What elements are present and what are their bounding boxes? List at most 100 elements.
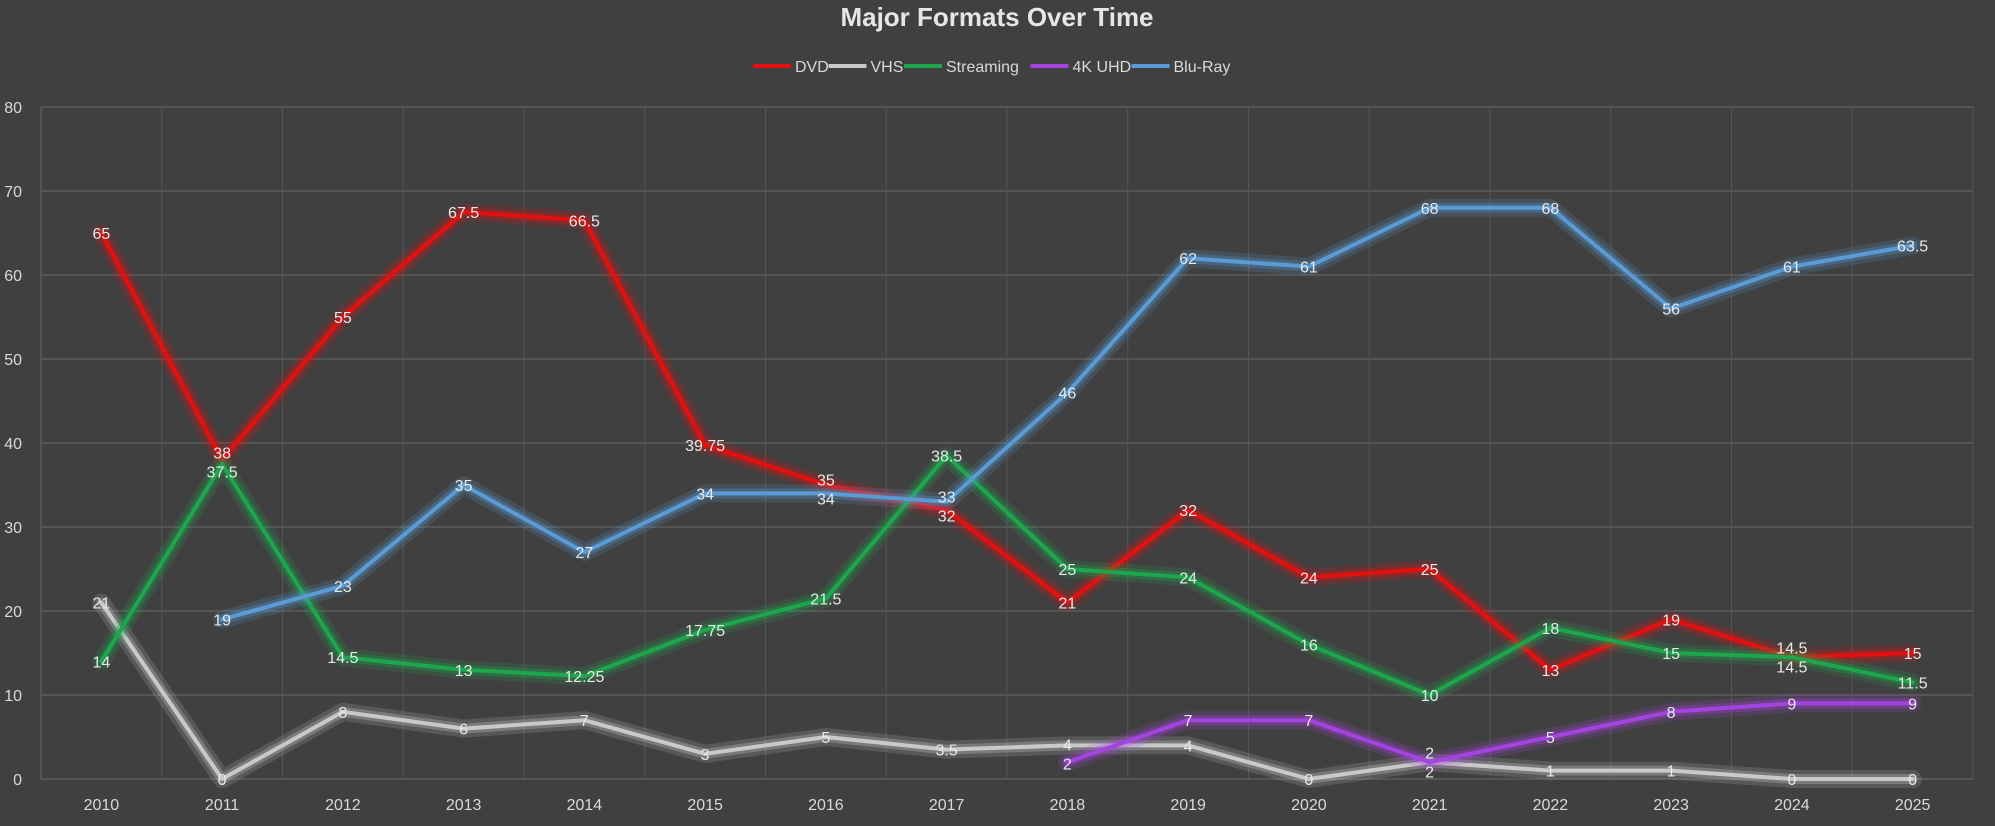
gridlines xyxy=(40,106,1974,780)
series-line-streaming xyxy=(99,453,1915,697)
data-label-vhs: 4 xyxy=(1063,737,1072,754)
x-tick-label: 2019 xyxy=(1170,797,1206,814)
data-label-dvd: 38 xyxy=(213,445,231,462)
data-label-vhs: 6 xyxy=(459,722,468,739)
data-label-dvd: 32 xyxy=(938,509,956,526)
data-label-vhs: 1 xyxy=(1546,764,1555,781)
data-label-dvd: 67.5 xyxy=(448,205,479,222)
legend-label: VHS xyxy=(871,59,904,76)
x-tick-label: 2025 xyxy=(1895,797,1931,814)
data-labels: 6521143837.5190552314.5867.53513666.5271… xyxy=(92,201,1928,789)
series-lines xyxy=(92,198,1922,788)
data-label-dvd: 35 xyxy=(817,473,835,490)
x-tick-label: 2022 xyxy=(1533,797,1569,814)
data-label-vhs: 0 xyxy=(218,772,227,789)
data-label-4k-uhd: 2 xyxy=(1063,756,1072,773)
data-label-blu-ray: 27 xyxy=(575,545,593,562)
data-label-dvd: 39.75 xyxy=(685,438,725,455)
x-tick-label: 2023 xyxy=(1653,797,1689,814)
data-label-vhs: 4 xyxy=(1184,738,1193,755)
legend-label: Blu-Ray xyxy=(1174,59,1231,76)
data-label-streaming: 25 xyxy=(1058,562,1076,579)
y-tick-label: 10 xyxy=(4,688,22,705)
legend-item-vhs: VHS xyxy=(828,59,904,76)
data-label-streaming: 11.5 xyxy=(1898,675,1928,692)
y-axis: 0 10 20 30 40 50 60 70 80 xyxy=(4,100,22,789)
data-label-blu-ray: 23 xyxy=(334,579,352,596)
series-line-blu-ray xyxy=(220,205,1915,622)
data-label-streaming: 12.25 xyxy=(564,669,604,686)
x-tick-label: 2024 xyxy=(1774,797,1810,814)
y-tick-label: 50 xyxy=(4,352,22,369)
legend-item-4k-uhd: 4K UHD xyxy=(1030,59,1131,76)
legend-item-dvd: DVD xyxy=(753,59,829,76)
data-label-streaming: 13 xyxy=(455,663,473,680)
y-tick-label: 30 xyxy=(4,520,22,537)
x-tick-label: 2010 xyxy=(84,797,120,814)
data-label-blu-ray: 62 xyxy=(1179,251,1197,268)
data-label-4k-uhd: 7 xyxy=(1304,713,1313,730)
legend-item-streaming: Streaming xyxy=(904,59,1019,76)
data-label-4k-uhd: 2 xyxy=(1425,765,1434,782)
data-label-4k-uhd: 5 xyxy=(1546,730,1555,747)
data-label-dvd: 55 xyxy=(334,310,352,327)
y-tick-label: 0 xyxy=(13,772,22,789)
legend-label: Streaming xyxy=(946,59,1019,76)
x-tick-label: 2013 xyxy=(446,797,482,814)
data-label-streaming: 21.5 xyxy=(810,591,841,608)
chart-title: Major Formats Over Time xyxy=(840,2,1153,32)
y-tick-label: 20 xyxy=(4,604,22,621)
data-label-blu-ray: 35 xyxy=(455,478,473,495)
legend-item-blu-ray: Blu-Ray xyxy=(1131,59,1231,76)
x-tick-label: 2021 xyxy=(1412,797,1448,814)
data-label-streaming: 15 xyxy=(1662,646,1680,663)
data-label-blu-ray: 61 xyxy=(1300,260,1318,277)
data-label-4k-uhd: 9 xyxy=(1908,696,1917,713)
series-line-dvd xyxy=(99,210,1915,672)
legend-label: DVD xyxy=(795,59,829,76)
x-tick-label: 2012 xyxy=(325,797,361,814)
data-label-blu-ray: 68 xyxy=(1421,201,1439,218)
data-label-dvd: 19 xyxy=(1662,612,1680,629)
data-label-vhs: 21 xyxy=(92,596,110,613)
data-label-vhs: 7 xyxy=(580,713,589,730)
x-tick-label: 2014 xyxy=(567,797,603,814)
data-label-vhs: 2 xyxy=(1425,746,1434,763)
data-label-dvd: 13 xyxy=(1541,663,1559,680)
y-tick-label: 70 xyxy=(4,184,22,201)
data-label-streaming: 10 xyxy=(1421,688,1439,705)
series-line-4k-uhd xyxy=(1065,701,1915,765)
y-tick-label: 40 xyxy=(4,436,22,453)
x-tick-label: 2011 xyxy=(205,797,240,814)
data-label-vhs: 8 xyxy=(338,705,347,722)
legend: DVD VHS Streaming 4K UHD Blu-Ray xyxy=(753,59,1230,76)
x-tick-label: 2016 xyxy=(808,797,844,814)
data-label-streaming: 37.5 xyxy=(207,464,238,481)
y-tick-label: 80 xyxy=(4,100,22,117)
data-label-dvd: 24 xyxy=(1300,570,1318,587)
data-label-dvd: 21 xyxy=(1058,596,1076,613)
data-label-blu-ray: 33 xyxy=(938,490,956,507)
data-label-streaming: 16 xyxy=(1300,638,1318,655)
data-label-streaming: 18 xyxy=(1541,621,1559,638)
data-label-vhs: 0 xyxy=(1304,772,1313,789)
data-label-dvd: 66.5 xyxy=(569,213,600,230)
data-label-streaming: 17.75 xyxy=(685,623,725,640)
data-label-dvd: 65 xyxy=(92,226,110,243)
data-label-4k-uhd: 8 xyxy=(1667,705,1676,722)
data-label-streaming: 14 xyxy=(92,654,110,671)
data-label-vhs: 5 xyxy=(821,730,830,747)
data-label-vhs: 0 xyxy=(1908,772,1917,789)
data-label-streaming: 14.5 xyxy=(1776,660,1807,677)
data-label-dvd: 15 xyxy=(1904,646,1922,663)
data-label-dvd: 25 xyxy=(1421,562,1439,579)
data-label-blu-ray: 56 xyxy=(1662,302,1680,319)
data-label-blu-ray: 46 xyxy=(1058,386,1076,403)
data-label-vhs: 0 xyxy=(1787,772,1796,789)
data-label-streaming: 14.5 xyxy=(327,650,358,667)
data-label-dvd: 14.5 xyxy=(1776,641,1807,658)
data-label-vhs: 1 xyxy=(1667,764,1676,781)
x-tick-label: 2017 xyxy=(929,797,965,814)
data-label-streaming: 38.5 xyxy=(931,449,962,466)
